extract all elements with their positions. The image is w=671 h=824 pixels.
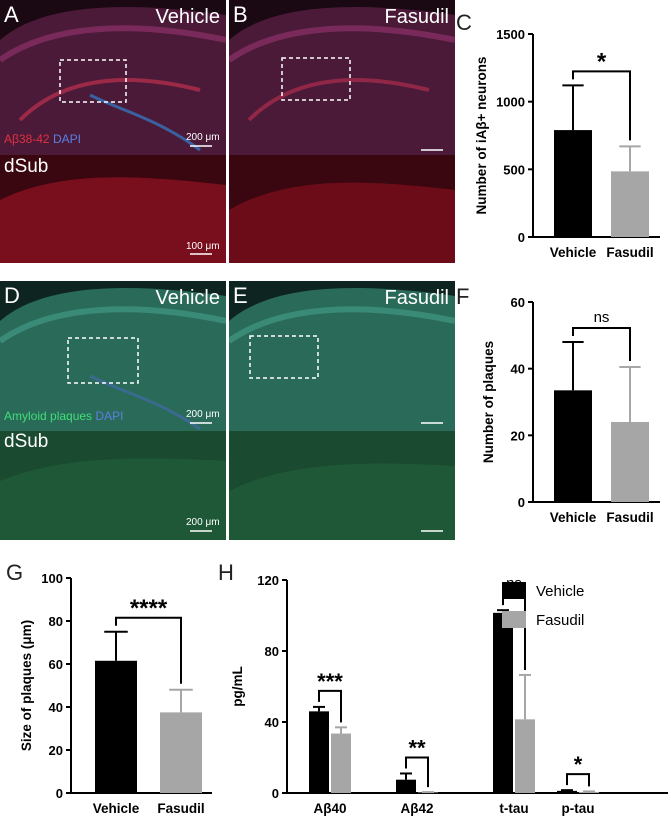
panel-b-letter: B [233,2,248,27]
legend-swatch-vehicle [502,582,526,599]
y-tick-label: 60 [49,657,63,672]
panel-g-letter: G [6,560,24,585]
significance-label: ** [408,735,426,760]
significance-bracket [566,773,590,787]
x-tick-label: Fasudil [606,510,653,525]
bar-fasudil [331,733,351,793]
significance-bracket [318,689,342,723]
panel-a-micrograph: A Vehicle Aβ38-42 DAPI 200 μm dSub 100 μ… [0,0,226,263]
panel-a-letter: A [4,2,19,27]
y-tick-label: 0 [56,786,63,801]
y-tick-label: 80 [265,644,279,659]
x-tick-label: Aβ42 [400,801,433,816]
bar-fasudil [579,791,599,793]
bar-fasudil [160,712,202,793]
significance-label: * [574,752,583,777]
significance-label: ns [594,309,610,326]
panel-a-stain-legend: Aβ38-42 DAPI [4,132,81,146]
panel-e-tissue-image [229,281,455,540]
y-tick-label: 40 [265,715,279,730]
panel-a-tissue-image [0,0,226,263]
panel-d-letter: D [4,283,20,308]
panel-d-micrograph: D Vehicle Amyloid plaques DAPI 200 μm dS… [0,281,226,540]
panel-a-condition: Vehicle [155,6,221,28]
y-tick-label: 40 [49,700,63,715]
y-tick-label: 80 [49,614,63,629]
legend-swatch-fasudil [502,611,526,628]
panel-d-scale-bottom: 200 μm [186,517,220,528]
y-tick-label: 1000 [496,95,525,110]
significance-label: *** [317,669,343,694]
x-tick-label: Fasudil [157,801,204,816]
bar-fasudil [515,719,535,793]
x-tick-label: Vehicle [93,801,140,816]
bar-fasudil [611,171,649,237]
panel-d-tissue-image [0,281,226,540]
panel-d-stain-green: Amyloid plaques [4,409,93,423]
panel-d-scale-top: 200 μm [186,409,220,420]
y-tick-label: 60 [511,295,525,310]
x-tick-label: Fasudil [606,245,653,260]
y-axis-label: Size of plaques (μm) [19,620,34,751]
y-axis-label: Number of iAβ+ neurons [474,57,489,215]
panel-c-chart: 0 500 1000 1500 Number of iAβ+ neurons Vehicl… [474,27,660,260]
y-tick-label: 120 [257,573,279,588]
x-tick-label: Vehicle [550,510,597,525]
x-tick-label: Vehicle [550,245,597,260]
y-axis-label: Number of plaques [481,341,496,463]
significance-bracket [115,616,182,684]
significance-label: **** [130,595,168,622]
y-tick-label: 0 [518,495,525,510]
bar-vehicle [554,130,592,237]
bar-vehicle [309,711,329,793]
panel-d-region: dSub [4,431,49,452]
significance-bracket [405,756,429,788]
x-tick-label: p-tau [562,801,595,816]
y-tick-label: 0 [518,230,525,245]
panel-a-scale-top: 200 μm [186,132,220,143]
x-tick-label: Aβ40 [313,801,346,816]
panel-h-chart: 04080120pg/mLAβ40***Aβ42**t-taunsp-tau*V… [230,573,668,816]
y-tick-label: 0 [272,786,279,801]
panel-e-condition: Fasudil [384,287,449,309]
significance-label: * [597,48,607,75]
significance-bracket [572,327,631,361]
bar-vehicle [493,612,513,793]
panel-g-chart: 0 20 40 60 80 100 Size of plaques (μm) Vehicle F… [19,571,212,816]
bar-vehicle [95,660,137,793]
panel-h-letter: H [218,560,234,585]
bar-vehicle [396,779,416,793]
panel-e-micrograph: E Fasudil [229,281,455,540]
y-tick-label: 100 [41,571,63,586]
y-tick-label: 20 [511,428,525,443]
panel-b-tissue-image [229,0,455,263]
panel-c-letter: C [456,10,472,35]
significance-bracket [572,70,631,141]
panel-a-stain-blue: DAPI [52,132,81,146]
x-tick-label: t-tau [499,801,528,816]
panel-d-stain-legend: Amyloid plaques DAPI [4,409,123,423]
y-axis-label: pg/mL [230,666,245,707]
bar-fasudil [611,422,649,502]
panel-d-condition: Vehicle [155,287,221,309]
panel-a-scale-bottom: 100 μm [186,241,220,252]
panel-f-letter: F [456,284,470,309]
legend-label-fasudil: Fasudil [536,612,584,629]
panel-f-chart: 0 20 40 60 Number of plaques Vehicle Fasudil ns [481,295,660,525]
legend-label-vehicle: Vehicle [536,583,584,600]
panel-b-micrograph: B Fasudil [229,0,455,263]
y-tick-label: 20 [49,743,63,758]
panel-a-region: dSub [4,156,49,177]
bar-vehicle [554,390,592,502]
panel-e-letter: E [233,283,248,308]
y-tick-label: 1500 [496,27,525,42]
panel-a-stain-red: Aβ38-42 [4,132,50,146]
bar-vehicle [557,790,577,793]
panel-d-stain-blue: DAPI [95,409,124,423]
y-tick-label: 500 [503,162,525,177]
y-tick-label: 40 [511,362,525,377]
panel-b-condition: Fasudil [384,6,449,28]
